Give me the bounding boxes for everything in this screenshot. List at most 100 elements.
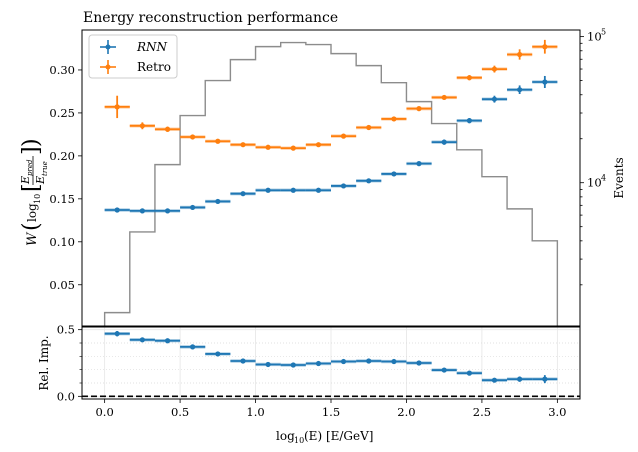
retro-point	[381, 116, 407, 122]
histogram-bin	[130, 232, 155, 326]
retro-marker	[391, 116, 397, 122]
histogram-step-line	[103, 41, 559, 326]
retro-marker	[542, 44, 548, 50]
ratio-y-tick-label: 0.5	[57, 323, 75, 337]
histogram-bin	[457, 150, 482, 326]
rel-imp-point	[230, 358, 256, 364]
rnn-point	[154, 208, 181, 214]
rnn-point	[381, 171, 407, 177]
main-y-axis-label: W ( log 10 [ E pred E true ] )	[19, 138, 49, 246]
y-tick-label: 0.30	[49, 63, 75, 77]
svg-text:log: log	[25, 203, 39, 222]
retro-point	[154, 126, 181, 132]
histogram-bin	[155, 165, 180, 326]
rnn-marker	[366, 178, 372, 184]
right-y-tick-label-exponent: 5	[601, 28, 606, 37]
rel-imp-point	[255, 361, 281, 368]
rel-imp-point	[129, 337, 155, 343]
retro-point	[129, 122, 155, 130]
rnn-point	[406, 161, 432, 167]
rnn-point	[305, 187, 331, 193]
rnn-marker	[290, 187, 296, 193]
rel-imp-marker	[290, 362, 296, 368]
ratio-y-axis: 0.0 0.5	[57, 323, 82, 403]
ratio-y-axis-label: Rel. Imp.	[37, 335, 51, 390]
rel-imp-point	[280, 362, 306, 368]
retro-marker	[290, 145, 296, 151]
y-tick-label: 0.05	[49, 278, 75, 292]
histogram-bin	[180, 116, 205, 326]
legend-retro-marker-icon	[100, 60, 116, 74]
rel-imp-marker	[366, 358, 372, 364]
svg-text:10: 10	[294, 436, 304, 445]
rel-imp-point	[205, 351, 231, 357]
rel-imp-point	[456, 370, 482, 376]
rel-imp-point	[406, 360, 432, 366]
retro-marker	[366, 124, 372, 131]
svg-text:log: log	[276, 429, 295, 443]
rnn-marker	[466, 118, 472, 124]
rel-imp-marker	[517, 376, 523, 382]
rel-imp-marker	[340, 358, 347, 365]
rnn-marker	[265, 187, 271, 193]
retro-point	[356, 124, 382, 131]
svg-text:pred: pred	[26, 159, 34, 176]
retro-point	[331, 133, 357, 139]
rnn-marker	[491, 96, 498, 102]
rnn-series	[104, 75, 558, 214]
y-tick-label: 0.10	[49, 235, 75, 249]
rnn-point	[255, 187, 281, 193]
retro-marker	[466, 75, 472, 81]
svg-text:E: E	[19, 176, 32, 185]
rel-imp-marker	[265, 361, 271, 368]
rel-imp-marker	[240, 358, 246, 364]
histogram-bin	[306, 45, 331, 326]
right-y-tick-label-base: 10	[587, 176, 602, 190]
retro-marker	[114, 104, 120, 110]
retro-point	[180, 134, 206, 140]
x-tick-label: 1.5	[322, 405, 340, 419]
rel-imp-point	[331, 358, 357, 365]
rnn-point	[104, 207, 130, 213]
retro-marker	[441, 94, 447, 101]
relative-improvement-series	[104, 331, 558, 384]
rel-imp-marker	[190, 344, 196, 350]
histogram-bin	[432, 124, 457, 326]
histogram-bin	[532, 241, 557, 326]
main-y-axis: 0.05 0.10 0.15 0.20 0.25 0.30	[49, 63, 82, 292]
rnn-marker	[139, 208, 145, 214]
right-y-tick-label: 10 4	[587, 174, 606, 190]
rnn-point	[205, 198, 231, 205]
y-tick-label: 0.25	[49, 106, 75, 120]
svg-text:true: true	[41, 161, 49, 176]
svg-text:(E) [E/GeV]: (E) [E/GeV]	[304, 429, 373, 443]
histogram-bin	[105, 313, 130, 326]
retro-marker	[416, 106, 422, 112]
main-plot-area	[82, 30, 580, 326]
legend-label-rnn: RNN	[136, 40, 168, 54]
rnn-point	[331, 183, 357, 189]
rnn-marker	[340, 183, 347, 189]
retro-marker	[340, 133, 347, 139]
rel-imp-point	[481, 377, 508, 383]
retro-marker	[517, 51, 523, 58]
svg-text:): )	[19, 138, 44, 147]
rel-imp-marker	[416, 360, 422, 366]
retro-point	[305, 142, 331, 148]
rnn-marker	[164, 208, 171, 214]
rel-imp-point	[507, 376, 533, 382]
rel-imp-point	[154, 338, 181, 344]
rel-imp-marker	[315, 360, 322, 367]
rel-imp-marker	[114, 331, 120, 337]
retro-point	[230, 142, 256, 148]
retro-point	[431, 94, 457, 101]
rel-imp-point	[180, 344, 206, 350]
legend-rnn-marker-icon	[100, 40, 116, 54]
rnn-point	[230, 191, 256, 197]
rnn-marker	[542, 79, 548, 85]
rel-imp-marker	[164, 338, 171, 344]
x-axis: 0.0 0.5 1.0 1.5 2.0 2.5 3.0	[95, 399, 567, 419]
x-tick-label: 0.5	[171, 405, 189, 419]
